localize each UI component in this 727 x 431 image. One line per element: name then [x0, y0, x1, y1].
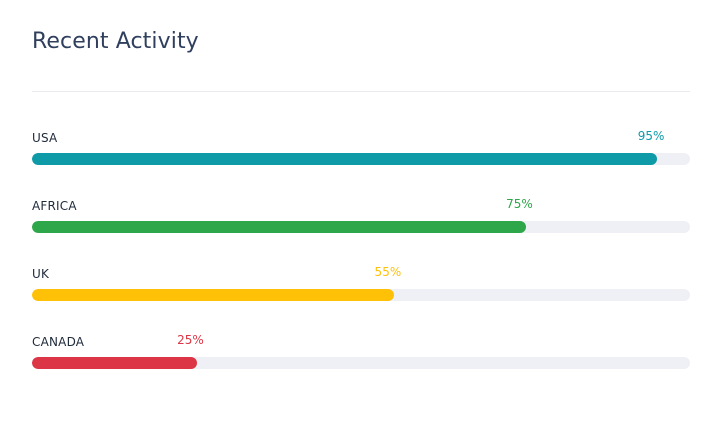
activity-row-africa: AFRICA 75%: [32, 197, 690, 239]
row-percent: 25%: [177, 333, 204, 347]
progress-track: [32, 153, 690, 165]
card-title: Recent Activity: [32, 29, 199, 54]
row-label: AFRICA: [32, 199, 77, 213]
progress-fill: [32, 221, 526, 233]
progress-track: [32, 221, 690, 233]
progress-fill: [32, 153, 658, 165]
progress-fill: [32, 357, 197, 369]
progress-track: [32, 289, 690, 301]
activity-row-uk: UK 55%: [32, 265, 690, 307]
row-percent: 75%: [506, 197, 533, 211]
row-label: UK: [32, 267, 50, 281]
row-label: CANADA: [32, 335, 85, 349]
row-label: USA: [32, 131, 58, 145]
title-divider: [32, 91, 690, 92]
row-percent: 55%: [374, 265, 402, 279]
activity-row-canada: CANADA 25%: [32, 333, 690, 375]
progress-fill: [32, 289, 394, 301]
activity-row-usa: USA 95%: [32, 129, 690, 171]
row-percent: 95%: [637, 129, 665, 143]
progress-track: [32, 357, 690, 369]
